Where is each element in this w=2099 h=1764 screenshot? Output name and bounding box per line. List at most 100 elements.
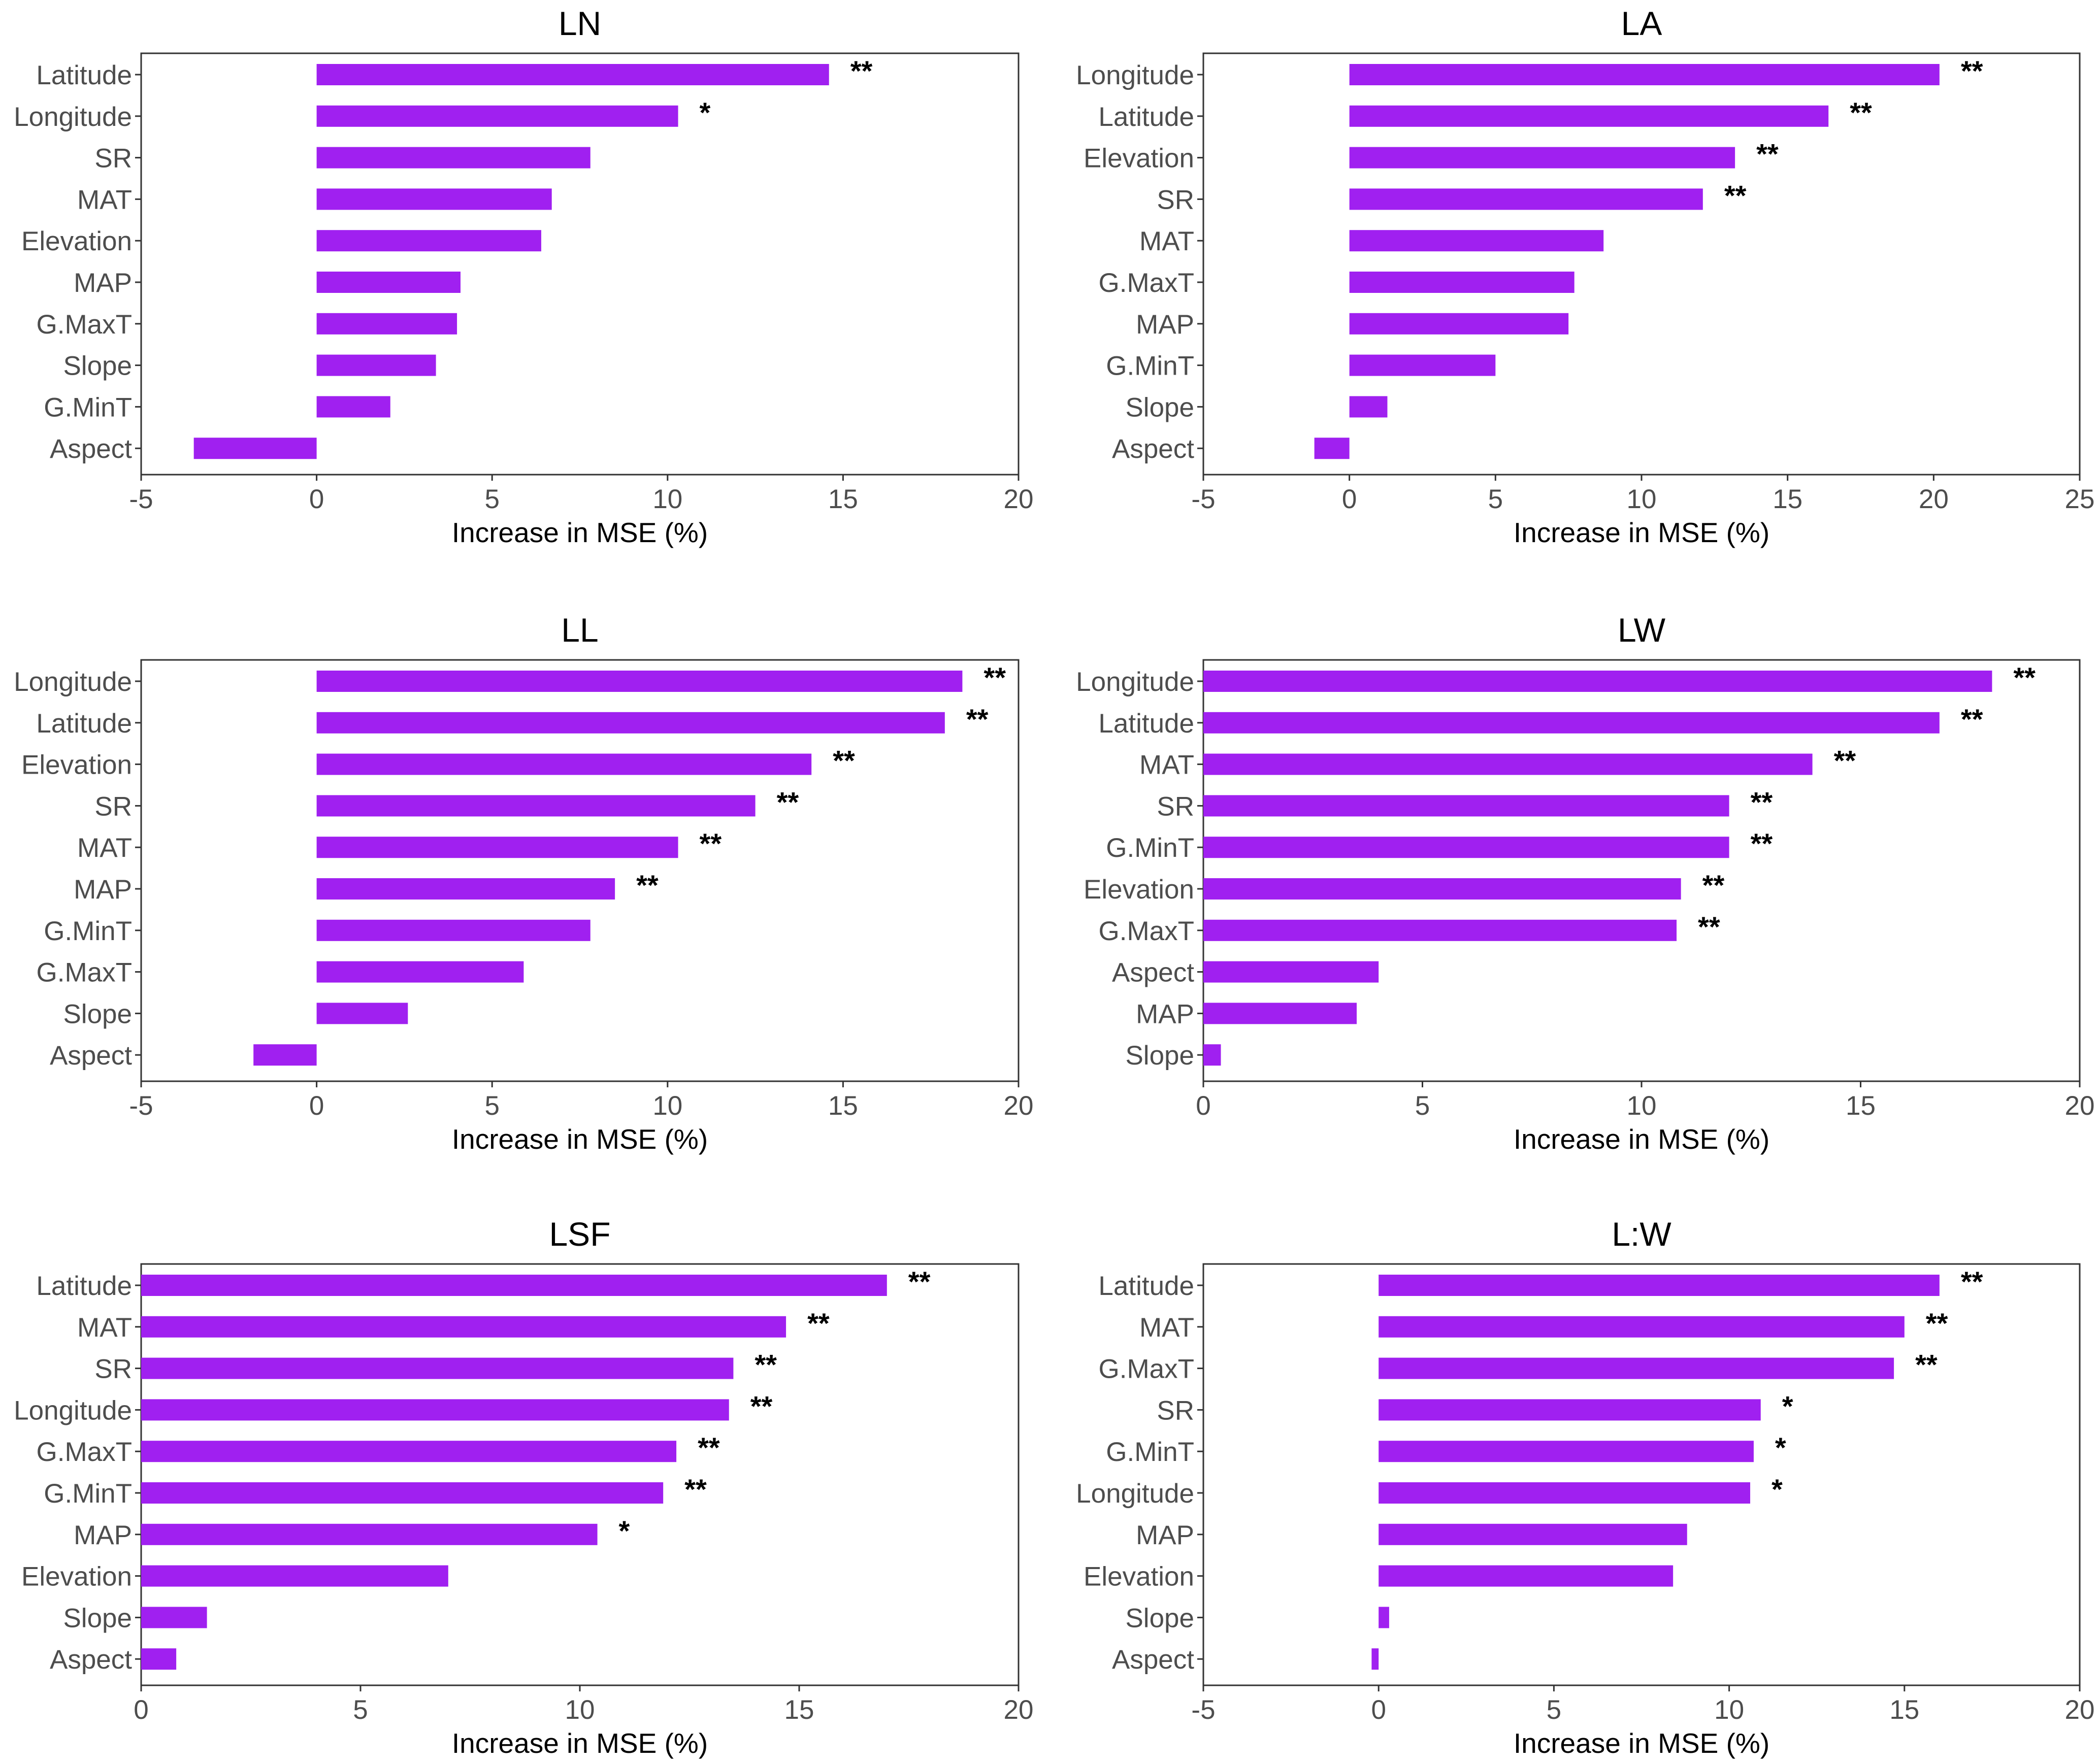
bar-longitude [1379, 1482, 1751, 1504]
bar-elevation [141, 1565, 448, 1587]
x-tick-label: 0 [134, 1695, 148, 1725]
bar-g-maxt [141, 1441, 677, 1462]
bar-longitude [316, 671, 963, 692]
significance-label: ** [636, 869, 659, 901]
category-label: Longitude [1076, 667, 1194, 697]
x-axis-title: Increase in MSE (%) [452, 517, 708, 548]
significance-label: ** [807, 1307, 830, 1339]
bar-mat [1349, 230, 1604, 252]
bar-map [1349, 313, 1569, 335]
category-label: MAT [1139, 1313, 1194, 1343]
significance-label: ** [983, 661, 1006, 693]
chart-title: LW [1618, 611, 1666, 649]
x-tick-label: -5 [1191, 1695, 1215, 1725]
chart-panel-1: LA Longitude ** Latitude ** Elevation ** SR ** MA… [1076, 5, 2094, 548]
x-tick-label: 0 [1342, 484, 1357, 514]
bar-aspect [1203, 961, 1379, 983]
x-tick-label: 20 [1004, 484, 1034, 514]
chart-panel-5: L:W Latitude ** MAT ** G.MaxT ** SR * G.MinT * Long… [1076, 1215, 2094, 1759]
bar-map [1203, 1003, 1357, 1024]
significance-label: ** [1751, 827, 1773, 859]
bar-sr [1349, 188, 1703, 210]
x-tick-label: 10 [565, 1695, 595, 1725]
category-label: Longitude [14, 102, 132, 132]
category-label: Longitude [1076, 60, 1194, 90]
category-label: Slope [63, 1603, 132, 1633]
chart-panel-0: LN Latitude ** Longitude * SR MAT Elevation MAP G… [14, 5, 1033, 548]
bar-latitude [316, 64, 829, 85]
bar-elevation [1379, 1565, 1674, 1587]
x-tick-label: 5 [353, 1695, 368, 1725]
bar-elevation [1349, 147, 1735, 169]
category-label: G.MinT [1106, 833, 1194, 863]
category-label: Slope [63, 351, 132, 381]
x-tick-label: 10 [652, 484, 682, 514]
x-tick-label: 5 [484, 484, 499, 514]
x-tick-label: 15 [784, 1695, 814, 1725]
bar-g-mint [141, 1482, 664, 1504]
bar-mat [1379, 1316, 1905, 1338]
bar-longitude [316, 105, 678, 127]
category-label: G.MaxT [37, 310, 132, 340]
category-label: SR [1157, 185, 1194, 215]
chart-title: LSF [549, 1215, 610, 1253]
category-label: Slope [63, 999, 132, 1029]
x-tick-label: 15 [1846, 1091, 1876, 1121]
x-axis-title: Increase in MSE (%) [1514, 1123, 1769, 1155]
bar-latitude [141, 1275, 887, 1296]
x-axis-title: Increase in MSE (%) [452, 1727, 708, 1759]
category-label: G.MaxT [37, 958, 132, 988]
bar-aspect [253, 1044, 317, 1066]
x-tick-label: 0 [1371, 1695, 1386, 1725]
category-label: Aspect [50, 1645, 132, 1675]
category-label: G.MinT [1106, 351, 1194, 381]
x-tick-label: -5 [1191, 484, 1215, 514]
category-label: G.MaxT [1099, 268, 1194, 298]
category-label: Longitude [14, 667, 132, 697]
x-tick-label: 10 [1627, 1091, 1657, 1121]
category-label: Longitude [1076, 1479, 1194, 1509]
chart-panel-2: LL Longitude ** Latitude ** Elevation ** SR ** MA… [14, 611, 1033, 1155]
significance-label: ** [908, 1266, 931, 1297]
bar-slope [1379, 1607, 1389, 1628]
significance-label: ** [2013, 661, 2036, 693]
plot-frame [140, 52, 1020, 476]
chart-title: LN [559, 5, 601, 42]
x-tick-label: 20 [1004, 1091, 1034, 1121]
bar-slope [1203, 1044, 1221, 1066]
x-axis-title: Increase in MSE (%) [1514, 1727, 1769, 1759]
bar-g-mint [316, 396, 390, 418]
x-tick-label: 5 [484, 1091, 499, 1121]
bar-g-mint [1203, 837, 1729, 858]
bar-slope [316, 354, 436, 376]
x-tick-label: 20 [2065, 1091, 2095, 1121]
bar-elevation [1203, 878, 1681, 900]
category-label: MAP [1136, 310, 1194, 340]
bar-latitude [1379, 1275, 1940, 1296]
category-label: Slope [1125, 392, 1194, 422]
bar-sr [141, 1357, 734, 1379]
bar-map [316, 272, 461, 293]
significance-label: ** [1698, 911, 1720, 943]
bar-mat [316, 837, 678, 858]
significance-label: ** [1850, 96, 1872, 128]
significance-label: ** [1751, 786, 1773, 818]
bar-mat [141, 1316, 786, 1338]
significance-label: ** [1915, 1349, 1938, 1381]
category-label: Longitude [14, 1395, 132, 1425]
significance-label: ** [1702, 869, 1725, 901]
plot-frame [140, 659, 1020, 1082]
significance-label: ** [1961, 703, 1983, 735]
category-label: Aspect [50, 1041, 132, 1071]
bar-sr [1203, 795, 1729, 817]
category-label: Elevation [1084, 1562, 1194, 1592]
category-label: MAP [74, 268, 132, 298]
category-label: G.MaxT [1099, 1354, 1194, 1384]
bar-latitude [1203, 712, 1940, 734]
bar-slope [316, 1003, 408, 1024]
x-tick-label: 0 [1196, 1091, 1210, 1121]
bar-aspect [1314, 438, 1350, 459]
category-label: MAP [74, 875, 132, 905]
bar-slope [1349, 396, 1388, 418]
